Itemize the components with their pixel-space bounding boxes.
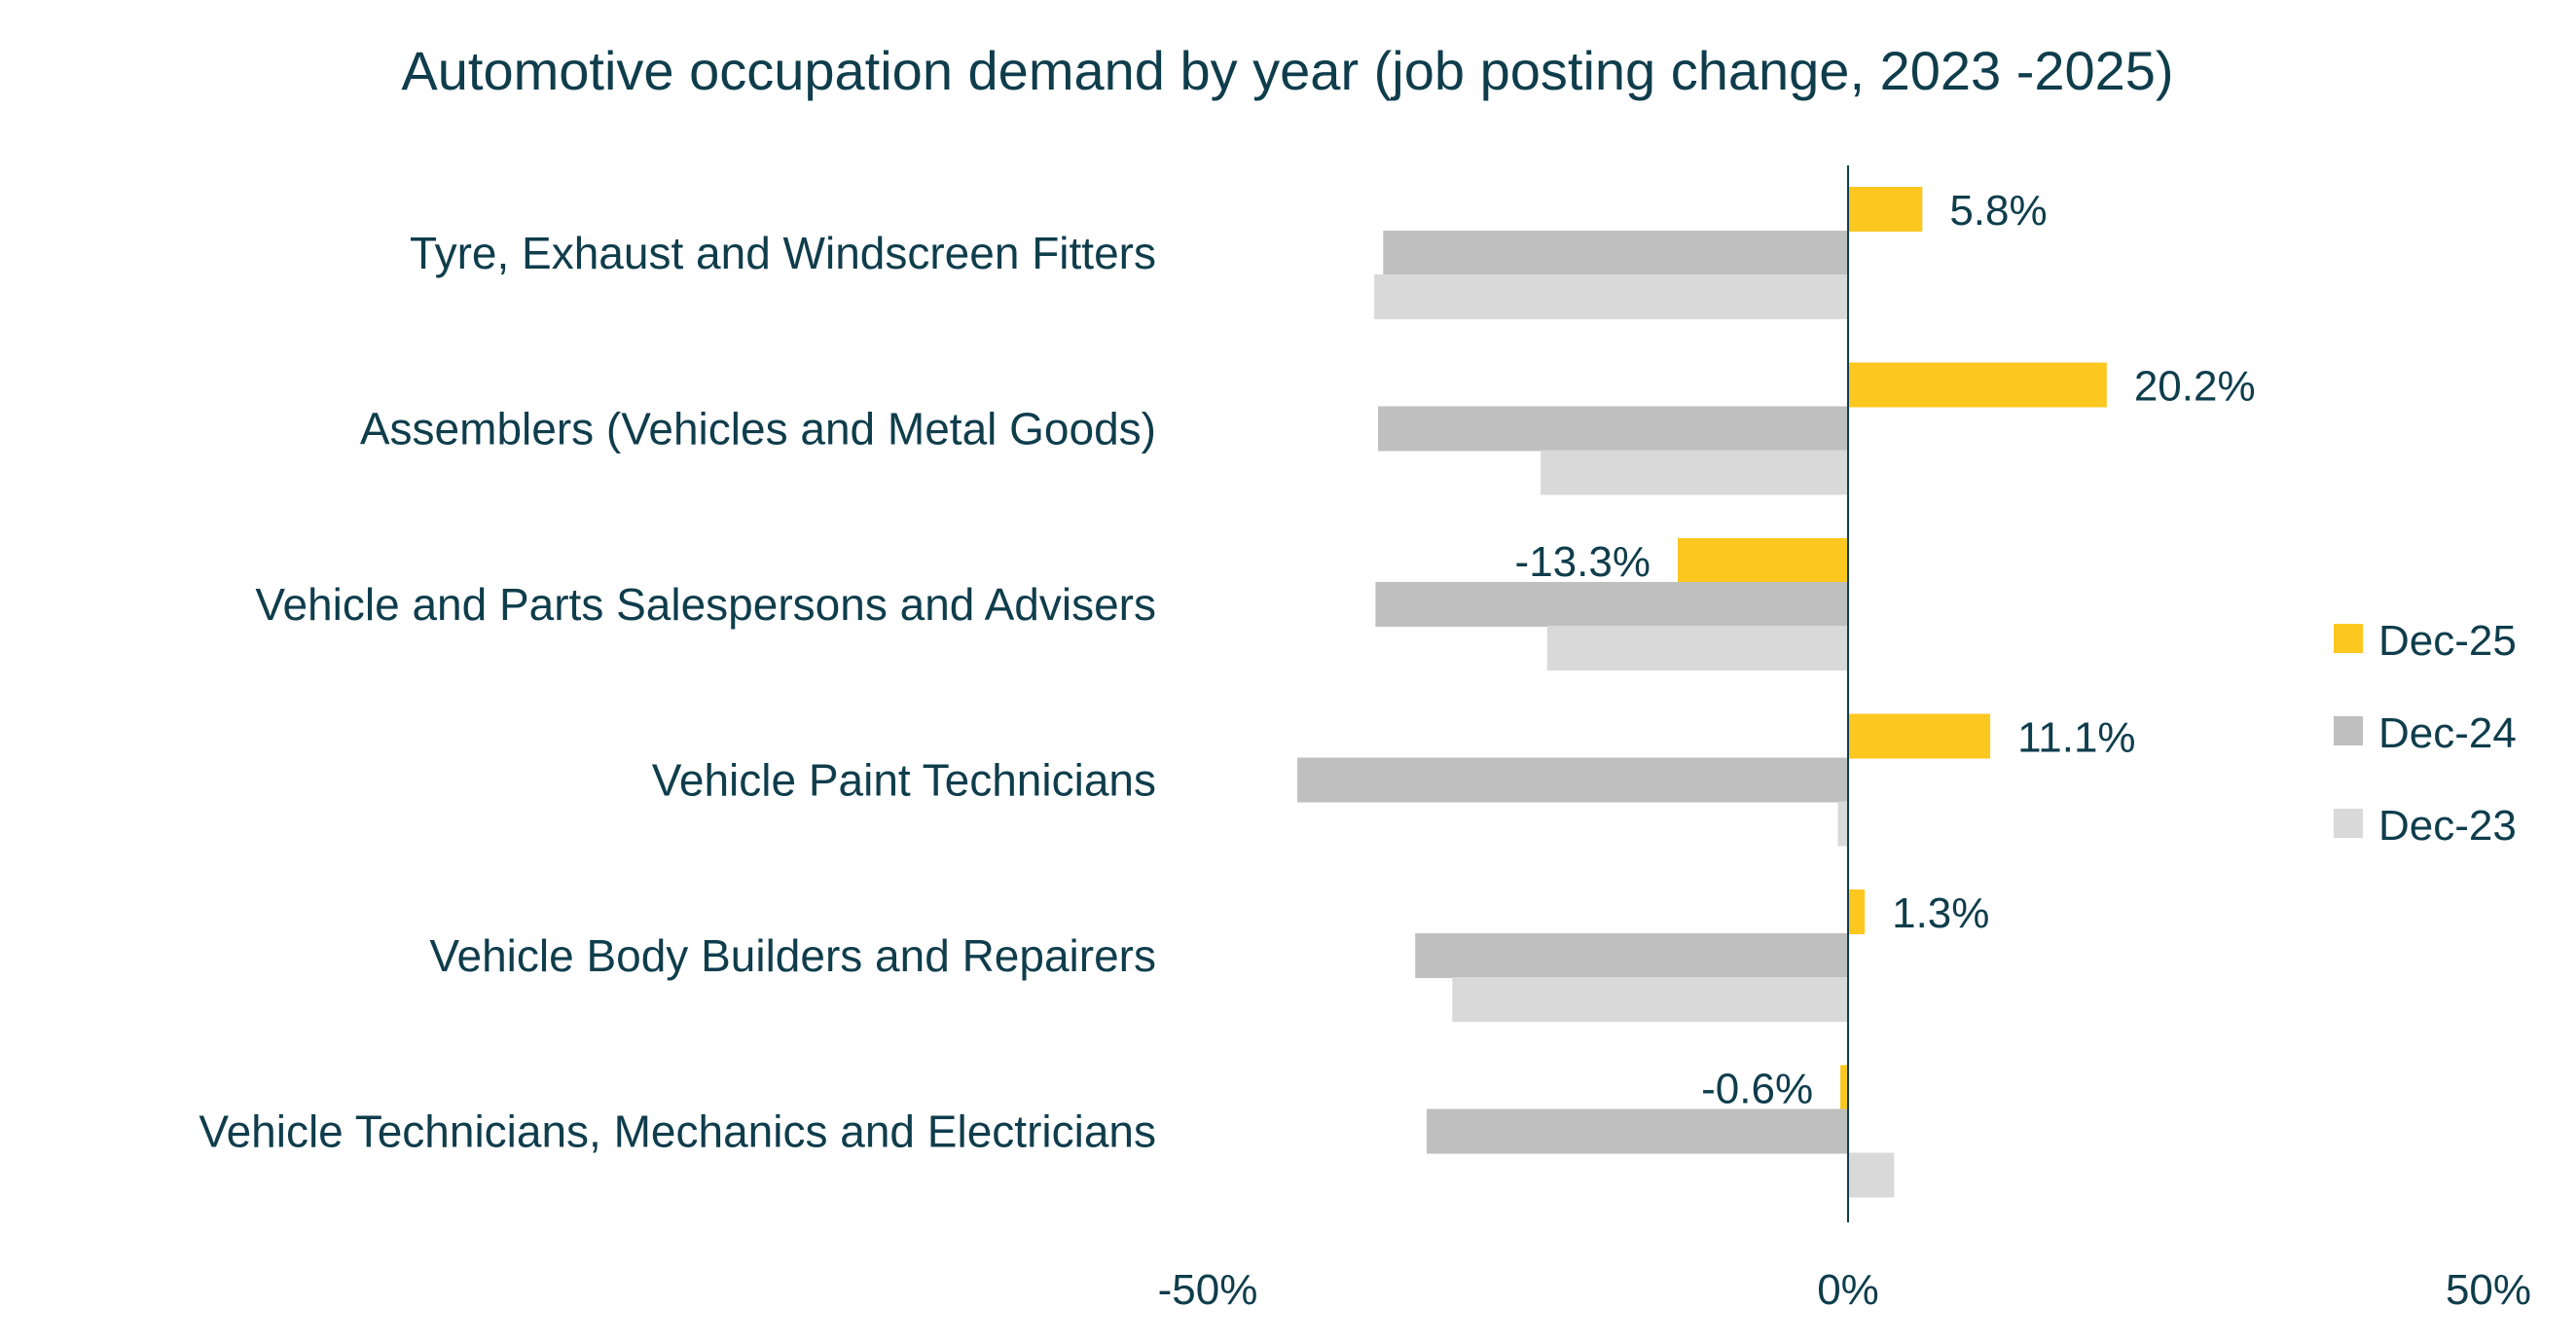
- bar-dec-25: [1848, 713, 1991, 759]
- x-tick-label: 0%: [1817, 1266, 1879, 1314]
- bar-dec-25: [1848, 187, 1923, 232]
- bar-dec-23: [1374, 274, 1848, 319]
- category-label: Tyre, Exhaust and Windscreen Fitters: [410, 228, 1156, 278]
- bar-dec-25: [1848, 362, 2107, 408]
- bar-dec-23: [1837, 801, 1848, 847]
- bar-dec-24: [1375, 582, 1848, 627]
- legend-label: Dec-24: [2378, 709, 2517, 757]
- data-label: 11.1%: [2017, 714, 2136, 762]
- bar-dec-25: [1840, 1065, 1848, 1110]
- category-label: Vehicle Paint Technicians: [652, 755, 1156, 806]
- category-label: Vehicle and Parts Salespersons and Advis…: [255, 579, 1156, 630]
- legend-label: Dec-23: [2378, 802, 2517, 850]
- bar-dec-25: [1677, 538, 1848, 583]
- bar-dec-23: [1452, 977, 1848, 1022]
- bar-dec-23: [1541, 450, 1848, 495]
- category-label: Vehicle Technicians, Mechanics and Elect…: [199, 1106, 1156, 1157]
- x-tick-label: -50%: [1158, 1266, 1258, 1314]
- legend-swatch: [2334, 624, 2363, 653]
- bar-dec-24: [1297, 757, 1848, 803]
- category-label: Assemblers (Vehicles and Metal Goods): [360, 404, 1156, 454]
- legend-swatch: [2334, 809, 2363, 838]
- legend-label: Dec-25: [2378, 617, 2517, 665]
- bar-dec-24: [1415, 933, 1848, 978]
- bar-dec-23: [1848, 1152, 1895, 1198]
- bar-dec-23: [1546, 626, 1848, 671]
- data-label: 20.2%: [2134, 363, 2256, 411]
- data-label: -13.3%: [1515, 538, 1651, 586]
- data-label: -0.6%: [1701, 1066, 1813, 1113]
- bar-dec-24: [1378, 406, 1848, 452]
- bar-dec-24: [1427, 1108, 1848, 1154]
- data-label: 1.3%: [1892, 889, 1989, 937]
- legend-swatch: [2334, 716, 2363, 745]
- bar-dec-24: [1383, 231, 1848, 275]
- bar-dec-25: [1848, 889, 1866, 934]
- x-tick-label: 50%: [2446, 1266, 2531, 1314]
- data-label: 5.8%: [1949, 187, 2047, 235]
- chart-title: Automotive occupation demand by year (jo…: [401, 40, 2173, 101]
- category-label: Vehicle Body Builders and Repairers: [429, 930, 1156, 981]
